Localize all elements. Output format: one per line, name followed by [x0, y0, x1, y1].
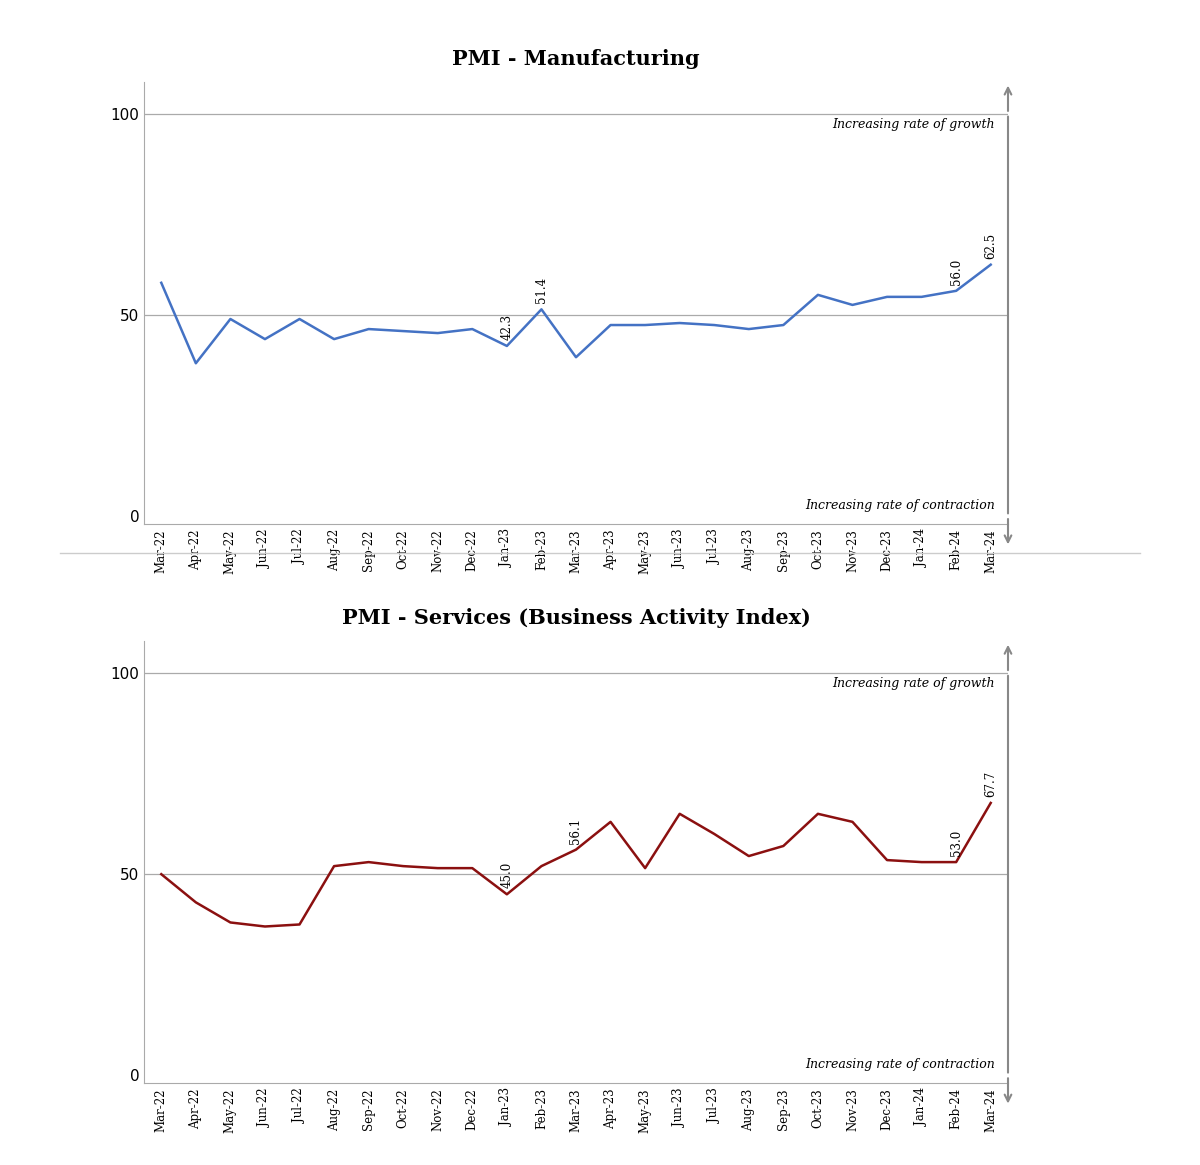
- Title: PMI - Manufacturing: PMI - Manufacturing: [452, 49, 700, 69]
- Text: 56.0: 56.0: [949, 259, 962, 284]
- Text: Source: Central Bank of Sri Lanka: Source: Central Bank of Sri Lanka: [702, 683, 934, 696]
- Text: Increasing rate of contraction: Increasing rate of contraction: [805, 1058, 995, 1071]
- Text: 45.0: 45.0: [500, 862, 514, 888]
- Text: 51.4: 51.4: [535, 277, 548, 303]
- Text: 62.5: 62.5: [984, 233, 997, 259]
- Title: PMI - Services (Business Activity Index): PMI - Services (Business Activity Index): [342, 608, 810, 628]
- Text: Increasing rate of contraction: Increasing rate of contraction: [805, 499, 995, 511]
- Text: 53.0: 53.0: [949, 829, 962, 856]
- Text: Increasing rate of growth: Increasing rate of growth: [833, 677, 995, 691]
- Text: 67.7: 67.7: [984, 771, 997, 797]
- Text: Increasing rate of growth: Increasing rate of growth: [833, 118, 995, 132]
- Text: 56.1: 56.1: [570, 818, 582, 843]
- Text: 42.3: 42.3: [500, 313, 514, 340]
